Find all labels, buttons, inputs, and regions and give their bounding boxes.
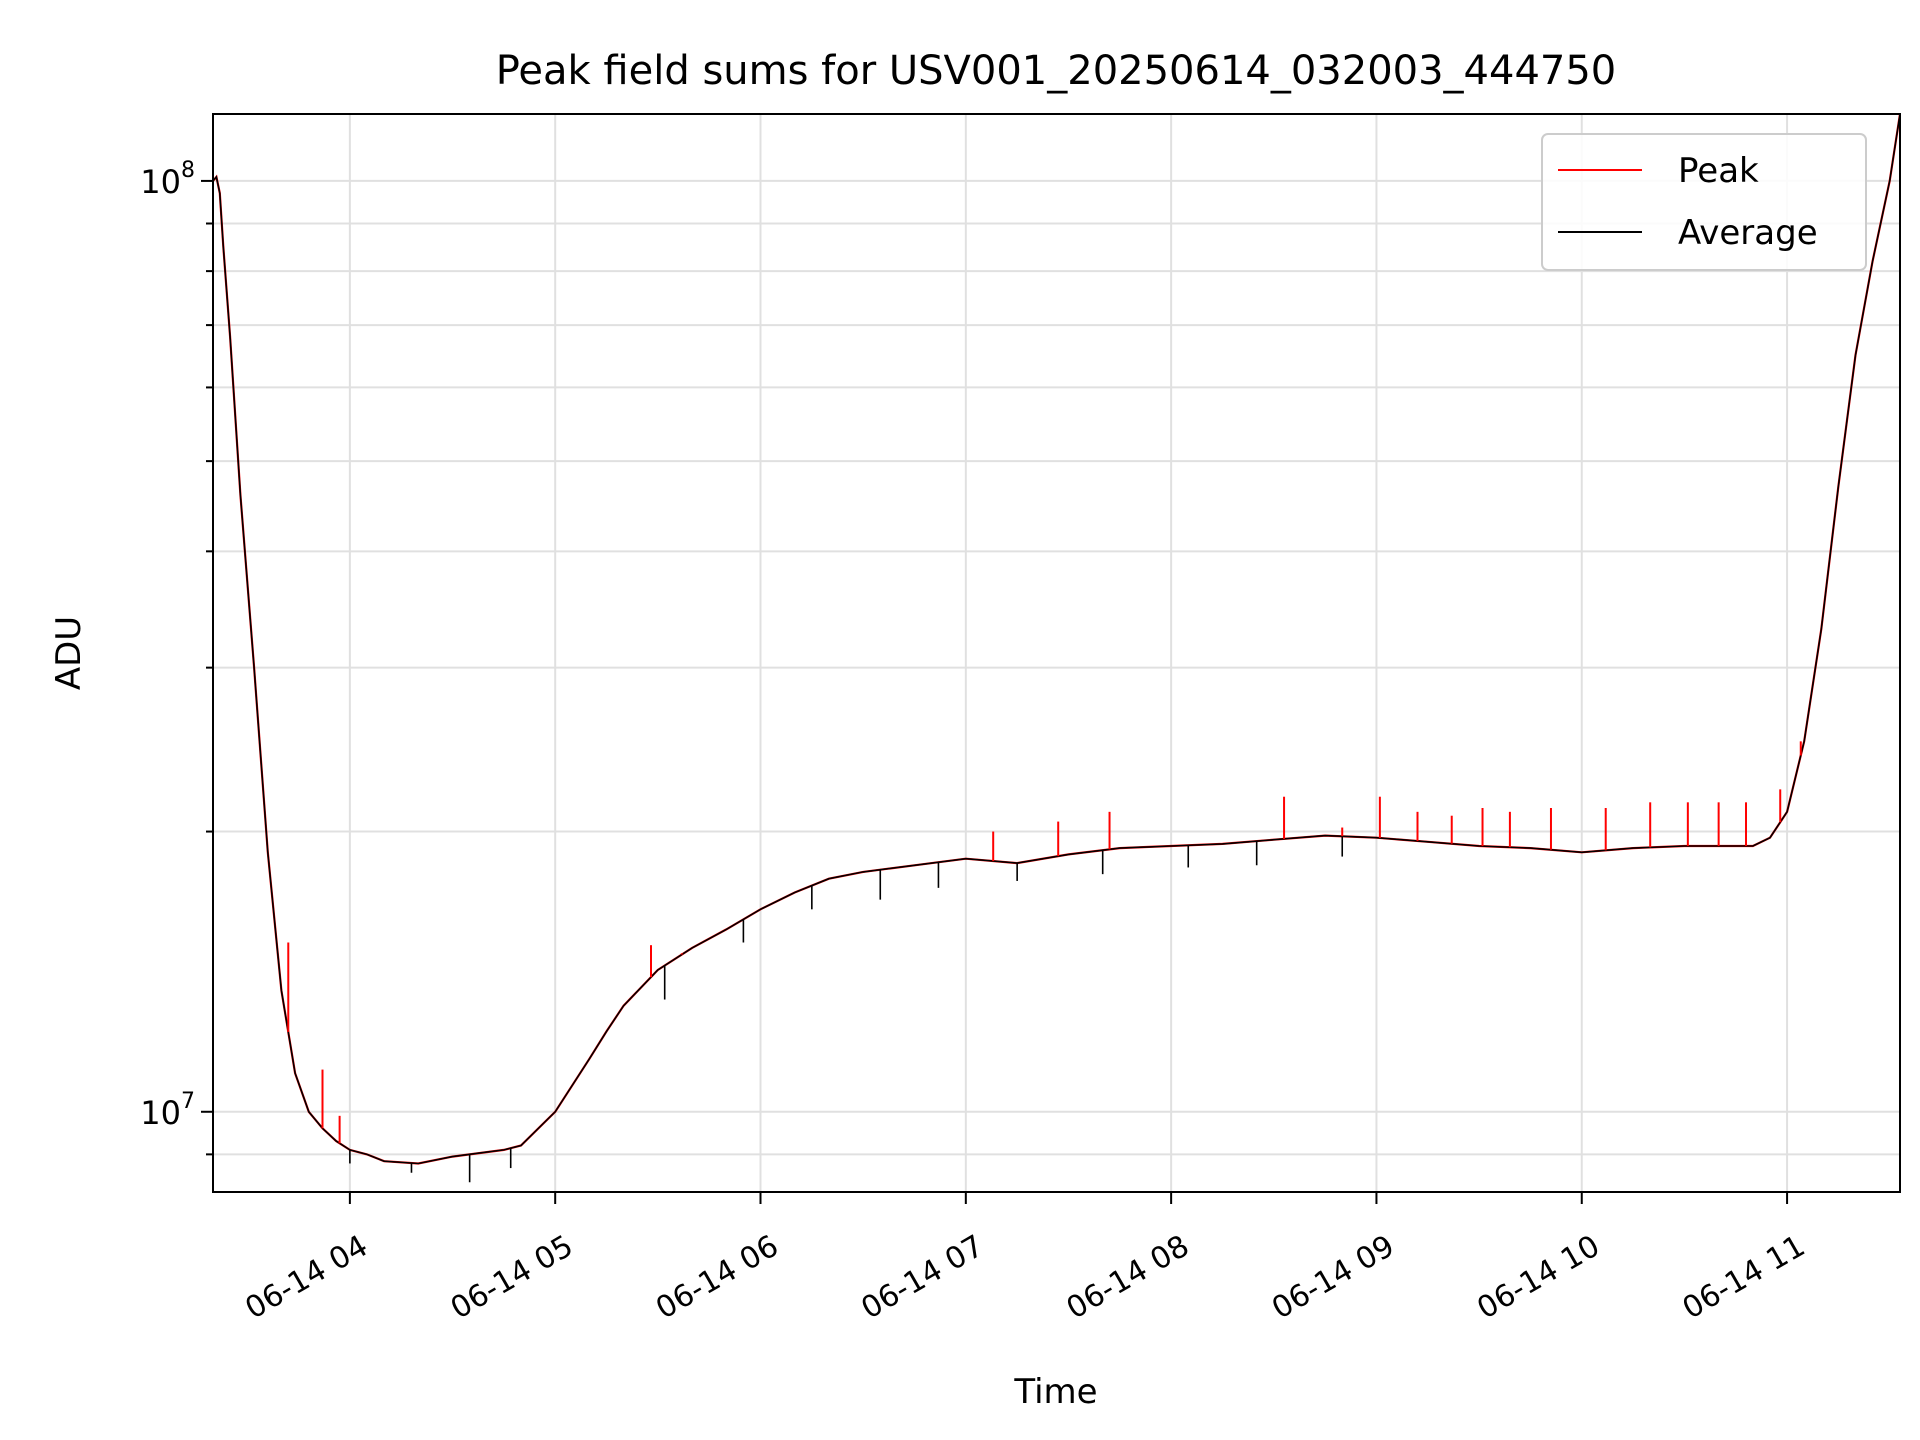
y-axis-ticks: 107 108 [140,158,213,1156]
series-group [213,114,1900,1183]
legend-label-peak: Peak [1678,151,1759,191]
series-line-average [213,114,1900,1165]
chart-title: Peak field sums for USV001_20250614_0320… [496,48,1617,94]
y-tick-label: 107 [140,1089,195,1132]
y-axis-label: ADU [49,616,89,690]
x-axis-label: Time [1013,1372,1097,1412]
y-tick-label: 108 [140,158,195,201]
axes-frame [212,113,1901,1193]
legend-label-average: Average [1678,213,1818,253]
legend: Peak Average [1541,133,1867,271]
legend-box [1541,133,1867,271]
plot-area [213,114,1900,1183]
